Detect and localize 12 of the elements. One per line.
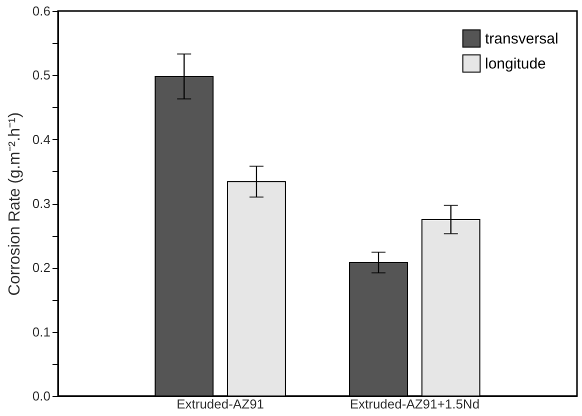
- y-tick-label: 0.6: [32, 4, 50, 18]
- y-tick-label: 0.0: [32, 388, 50, 404]
- legend-label: transversal: [485, 30, 558, 48]
- x-tick-label: Extruded-AZ91: [176, 396, 264, 412]
- y-tick-label: 0.2: [32, 260, 50, 276]
- y-tick-label: 0.3: [32, 196, 50, 211]
- y-tick-label: 0.5: [32, 68, 50, 83]
- y-tick-label: 0.4: [32, 132, 50, 147]
- y-tick-label: 0.1: [32, 324, 50, 340]
- legend-label: longitude: [485, 56, 546, 72]
- x-tick-label: Extruded-AZ91+1.5Nd: [350, 396, 480, 412]
- y-axis-title: Corrosion Rate (g.m⁻².h⁻¹): [6, 112, 24, 296]
